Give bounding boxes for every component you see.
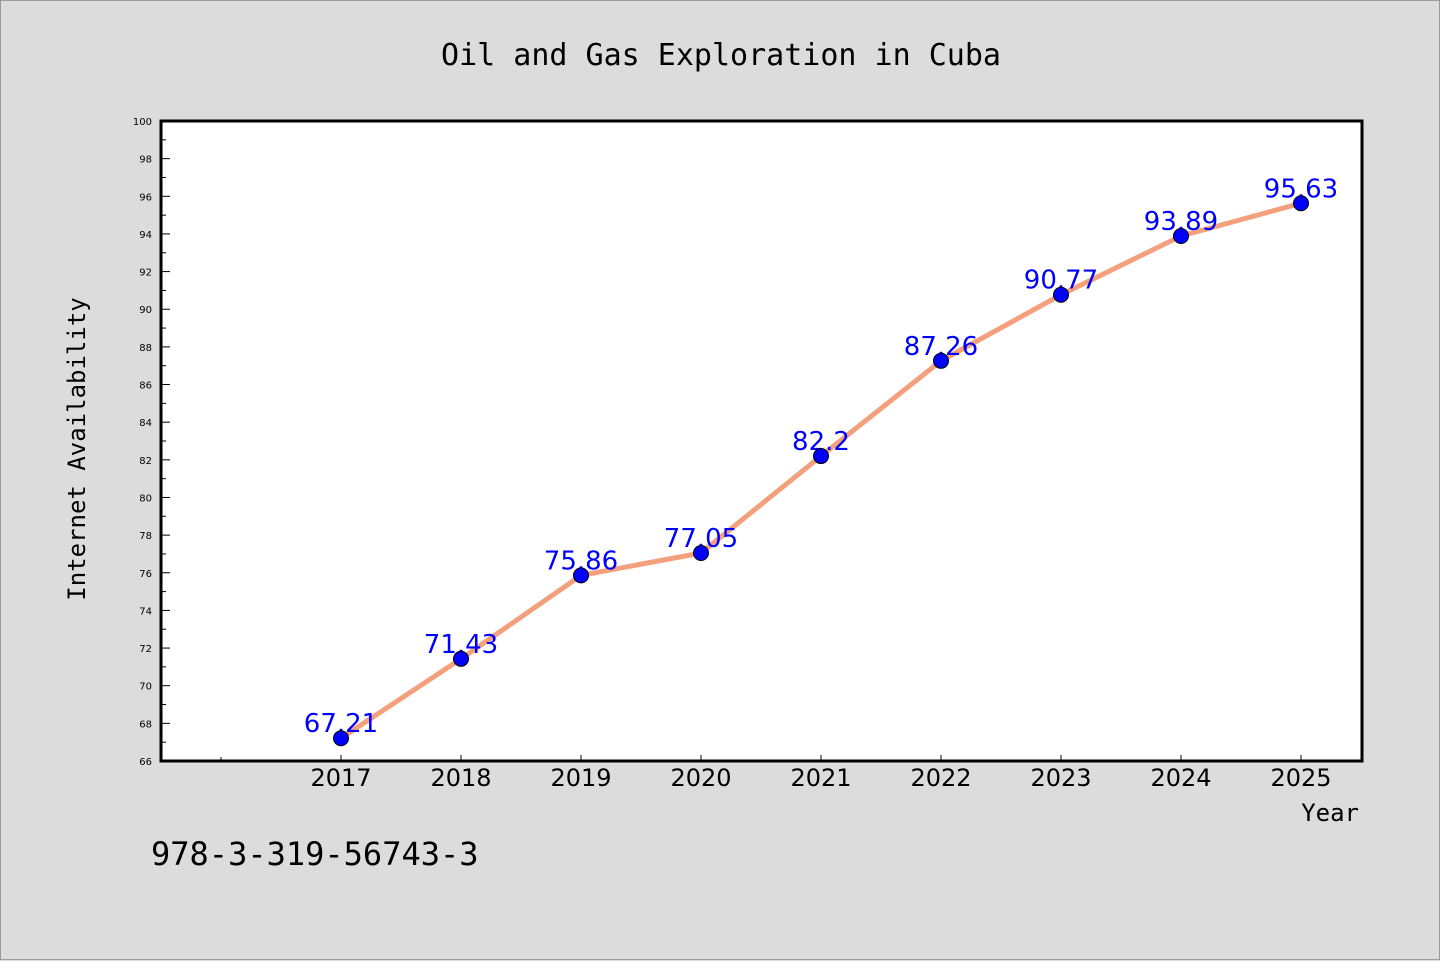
data-point [333, 730, 349, 747]
x-tick-label: 2024 [1150, 764, 1211, 792]
y-tick-label: 70 [139, 682, 152, 693]
y-axis-label: Internet Availability [63, 297, 91, 600]
x-tick-label: 2022 [910, 764, 971, 792]
y-tick-label: 76 [139, 569, 152, 580]
data-point [453, 650, 469, 667]
y-tick-label: 90 [139, 305, 152, 316]
y-tick-label: 94 [139, 230, 152, 241]
y-tick-label: 78 [139, 531, 152, 542]
chart-title: Oil and Gas Exploration in Cuba [441, 38, 1001, 73]
data-point [1173, 228, 1189, 245]
y-tick-label: 96 [139, 192, 152, 203]
y-tick-label: 88 [139, 343, 152, 354]
plot-area [159, 119, 1364, 763]
data-point [813, 448, 829, 465]
data-point [573, 567, 589, 584]
y-tick-label: 66 [139, 757, 152, 768]
x-tick-label: 2025 [1270, 764, 1331, 792]
y-tick-label: 80 [139, 493, 152, 504]
data-point [933, 352, 949, 369]
data-point [1053, 286, 1069, 303]
y-tick-label: 92 [139, 268, 152, 279]
y-tick-label: 74 [139, 606, 152, 617]
y-tick-label: 100 [133, 117, 152, 128]
y-tick-label: 82 [139, 456, 152, 467]
x-tick-label: 2017 [310, 764, 371, 792]
x-tick-label: 2019 [550, 764, 611, 792]
x-tick-label: 2020 [670, 764, 731, 792]
data-point [1293, 195, 1309, 212]
x-tick-label: 2018 [430, 764, 491, 792]
x-tick-label: 2021 [790, 764, 851, 792]
x-axis: 2017 2018 2019 2020 2021 2022 2023 2024 2025 [220, 755, 1332, 792]
x-axis-label: Year [1301, 799, 1359, 827]
y-tick-label: 98 [139, 155, 152, 166]
series-layer: 67.2171.4375.8677.0582.287.2690.7793.899… [304, 174, 1338, 747]
y-tick-label: 86 [139, 381, 152, 392]
footnote-isbn: 978-3-319-56743-3 [151, 835, 479, 873]
x-tick-label: 2023 [1030, 764, 1091, 792]
y-tick-label: 68 [139, 719, 152, 730]
y-axis: 66 68 70 72 74 76 78 80 82 84 86 88 90 92 94 96 98 100 [133, 117, 170, 768]
data-point [693, 545, 709, 561]
y-tick-label: 84 [139, 418, 152, 429]
y-tick-label: 72 [139, 644, 152, 655]
